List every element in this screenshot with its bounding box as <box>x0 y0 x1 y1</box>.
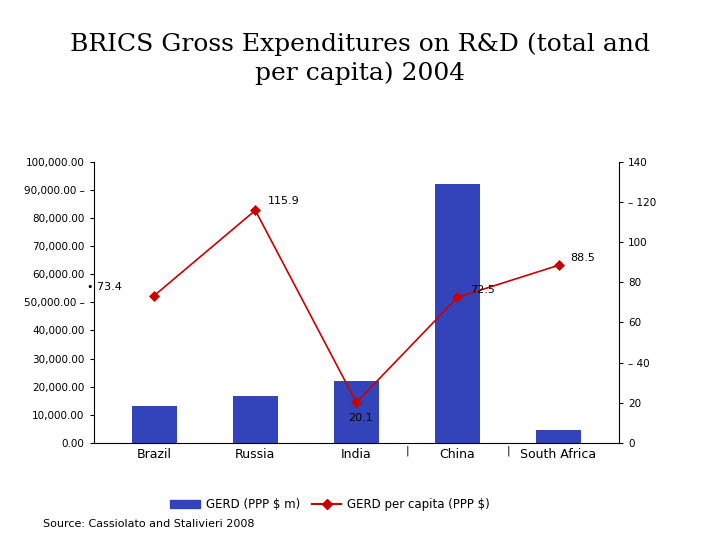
Text: 88.5: 88.5 <box>571 253 595 264</box>
Bar <box>536 430 581 443</box>
Text: |: | <box>506 446 510 456</box>
Text: Source: Cassiolato and Stalivieri 2008: Source: Cassiolato and Stalivieri 2008 <box>43 519 255 529</box>
Text: |: | <box>405 446 409 456</box>
Text: 72.5: 72.5 <box>469 285 495 295</box>
Text: 115.9: 115.9 <box>267 197 300 206</box>
Bar <box>333 381 379 443</box>
Bar <box>435 185 480 443</box>
Text: 20.1: 20.1 <box>348 413 373 422</box>
Bar <box>233 396 278 443</box>
Legend: GERD (PPP $ m), GERD per capita (PPP $): GERD (PPP $ m), GERD per capita (PPP $) <box>166 494 495 516</box>
Text: • 73.4: • 73.4 <box>87 281 122 292</box>
Text: BRICS Gross Expenditures on R&D (total and
per capita) 2004: BRICS Gross Expenditures on R&D (total a… <box>70 32 650 85</box>
Bar <box>132 406 177 443</box>
